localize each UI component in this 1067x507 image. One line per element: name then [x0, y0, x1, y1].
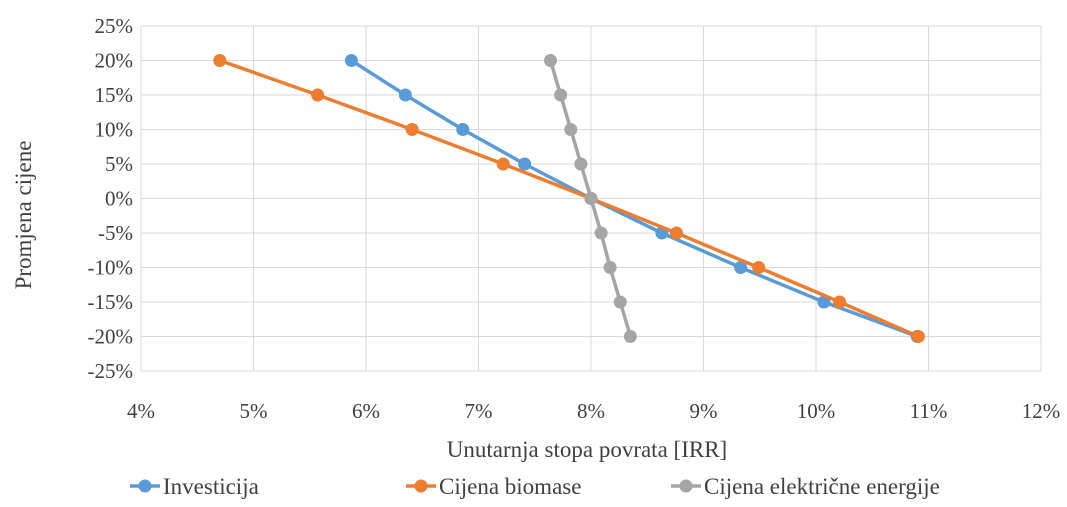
- data-point: [734, 261, 748, 274]
- legend-swatch-marker: [414, 479, 428, 493]
- data-point: [817, 295, 831, 309]
- data-point: [405, 123, 419, 136]
- data-point: [311, 88, 325, 102]
- data-point: [344, 54, 358, 67]
- legend-label: Cijena biomase: [439, 474, 581, 499]
- x-tick-label: 5%: [240, 399, 268, 423]
- data-point: [554, 88, 568, 102]
- legend-label: Cijena električne energije: [704, 474, 940, 499]
- y-tick-label: -25%: [88, 359, 134, 383]
- data-point: [603, 261, 617, 274]
- data-point: [518, 157, 532, 171]
- y-axis-title: Promjena cijene: [11, 141, 36, 290]
- data-point: [594, 226, 608, 240]
- y-tick-label: -20%: [88, 325, 134, 349]
- legend-label: Investicija: [163, 474, 259, 499]
- x-tick-label: 11%: [910, 399, 948, 423]
- x-tick-label: 9%: [690, 399, 718, 423]
- legend-item: Investicija: [130, 474, 259, 499]
- series-3: [544, 54, 637, 343]
- data-point: [584, 192, 598, 205]
- data-point: [623, 330, 637, 343]
- data-point: [456, 123, 470, 136]
- legend-swatch-marker: [138, 479, 152, 493]
- data-point: [613, 295, 627, 309]
- data-point: [496, 157, 510, 171]
- y-tick-label: -10%: [88, 256, 134, 280]
- x-axis-title: Unutarnja stopa povrata [IRR]: [447, 437, 727, 462]
- y-tick-label: 0%: [105, 187, 133, 211]
- series-layer: [213, 54, 925, 343]
- x-tick-label: 12%: [1022, 399, 1061, 423]
- x-tick-label: 8%: [577, 399, 605, 423]
- y-tick-label: -5%: [98, 221, 133, 245]
- data-point: [564, 123, 578, 136]
- y-axis-ticks: 25% 20% 15% 10% 5% 0% -5% -10% -15% -20% -25%: [88, 14, 134, 383]
- x-axis-ticks: 4% 5% 6% 7% 8% 9% 10% 11% 12%: [127, 399, 1060, 423]
- x-tick-label: 6%: [352, 399, 380, 423]
- data-point: [544, 54, 557, 67]
- y-tick-label: 5%: [105, 152, 133, 176]
- legend-swatch-marker: [679, 479, 693, 493]
- x-tick-label: 7%: [465, 399, 493, 423]
- y-tick-label: 10%: [95, 118, 134, 142]
- y-tick-label: -15%: [88, 290, 134, 314]
- y-tick-label: 20%: [95, 49, 134, 73]
- legend-item: Cijena električne energije: [671, 474, 940, 499]
- data-point: [752, 261, 766, 274]
- legend-item: Cijena biomase: [406, 474, 581, 499]
- y-tick-label: 15%: [95, 83, 134, 107]
- x-tick-label: 10%: [797, 399, 836, 423]
- data-point: [398, 88, 412, 102]
- data-point: [911, 330, 925, 343]
- data-point: [574, 157, 588, 171]
- data-point: [670, 226, 683, 240]
- data-point: [833, 295, 847, 309]
- y-tick-label: 25%: [95, 14, 134, 38]
- legend: Investicija Cijena biomase Cijena električ…: [130, 474, 940, 499]
- x-tick-label: 4%: [127, 399, 155, 423]
- data-point: [213, 54, 227, 67]
